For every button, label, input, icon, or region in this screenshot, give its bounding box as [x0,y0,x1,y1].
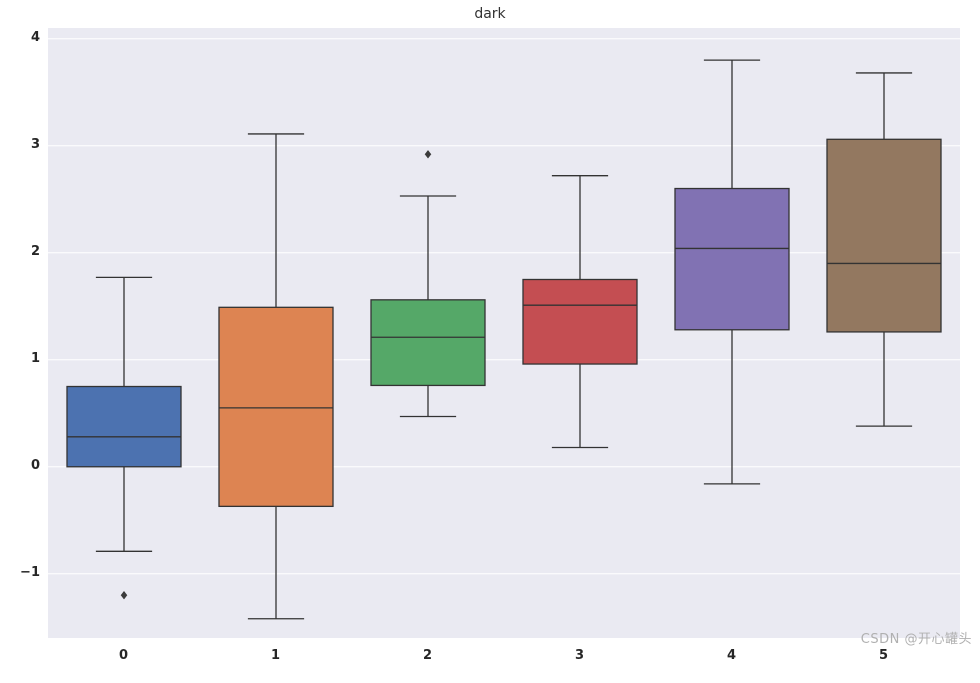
figure: dark CSDN @开心罐头 −1 0 1 2 3 4 0 1 2 3 4 5 [0,0,980,683]
watermark: CSDN @开心罐头 [861,628,972,647]
x-tick-label: 1 [271,648,280,663]
y-tick-label: 0 [31,458,40,473]
x-tick-label: 0 [119,648,128,663]
x-tick-label: 5 [879,648,888,663]
y-tick-label: −1 [20,565,40,580]
x-tick-label: 4 [727,648,736,663]
y-tick-label: 1 [31,351,40,366]
y-tick-label: 3 [31,137,40,152]
chart-title: dark [0,6,980,22]
x-tick-label: 2 [423,648,432,663]
x-tick-label: 3 [575,648,584,663]
y-tick-label: 4 [31,30,40,45]
y-tick-label: 2 [31,244,40,259]
plot-area [48,28,960,638]
